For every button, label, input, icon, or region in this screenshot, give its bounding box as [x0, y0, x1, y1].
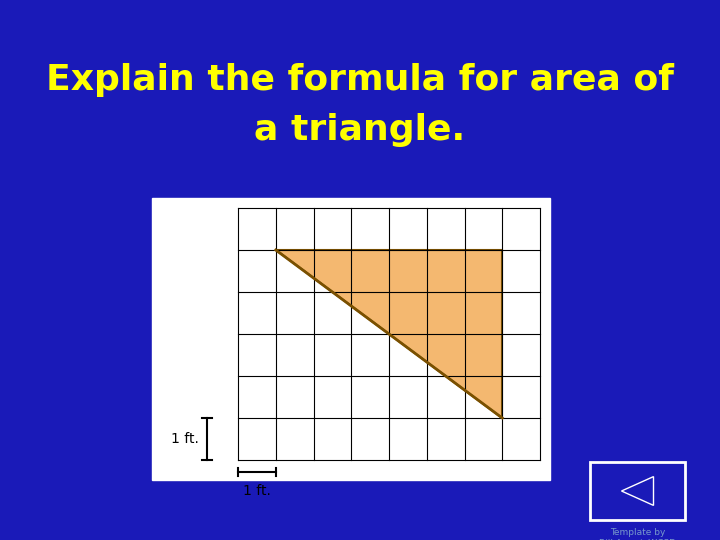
- Text: 1 ft.: 1 ft.: [243, 484, 271, 498]
- Polygon shape: [621, 477, 654, 505]
- Text: Template by
Bill Arcuri, WCSD: Template by Bill Arcuri, WCSD: [599, 528, 676, 540]
- Text: a triangle.: a triangle.: [254, 113, 466, 147]
- Text: Explain the formula for area of: Explain the formula for area of: [46, 63, 674, 97]
- Bar: [152, 198, 550, 480]
- Bar: [590, 462, 685, 520]
- Text: 1 ft.: 1 ft.: [171, 432, 199, 446]
- Polygon shape: [276, 250, 503, 418]
